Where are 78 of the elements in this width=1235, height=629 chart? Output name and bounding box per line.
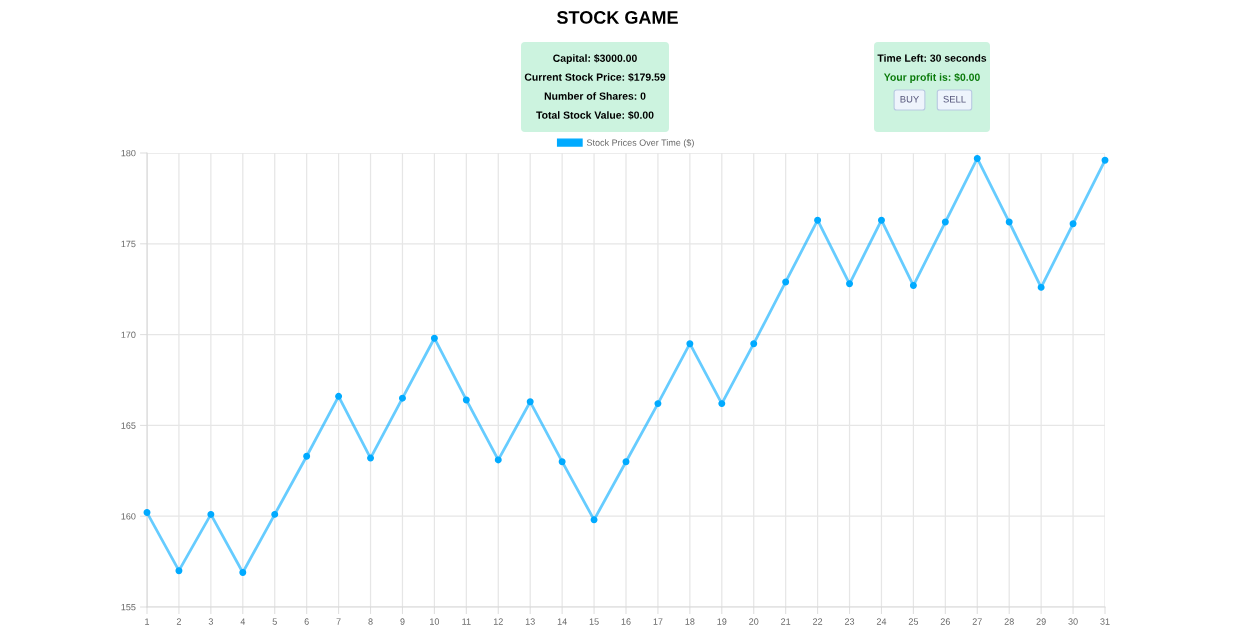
point [814, 216, 822, 224]
x-tick-label: 27 [972, 618, 982, 625]
x-tick-label: 5 [272, 618, 277, 625]
point [1037, 283, 1045, 291]
x-tick-label: 2 [176, 618, 181, 625]
x-tick-label: 10 [430, 618, 440, 625]
y-tick-label: 180 [121, 149, 136, 157]
x-tick-label: 17 [653, 618, 663, 625]
x-tick-label: 20 [749, 618, 759, 625]
text: SELL [943, 95, 966, 103]
legend-label: Stock Prices Over Time ($) [586, 139, 694, 148]
x-tick-label: 23 [844, 618, 855, 625]
point [303, 452, 311, 460]
x-tick-label: 19 [717, 618, 727, 625]
y-tick-label: 155 [121, 604, 136, 611]
x-tick-label: 28 [1004, 618, 1014, 625]
point [909, 282, 917, 290]
y-tick-label: 170 [121, 331, 136, 338]
x-tick-label: 11 [462, 618, 471, 625]
x-tick-label: 4 [240, 618, 246, 625]
point [686, 340, 694, 348]
point [207, 510, 215, 518]
point [335, 392, 343, 400]
y-tick-label: 165 [121, 422, 136, 429]
point [750, 340, 758, 348]
point [973, 154, 981, 162]
point [846, 280, 854, 288]
point [526, 398, 534, 406]
text: BUY [900, 95, 919, 103]
x-tick-label: 1 [145, 618, 150, 625]
point [590, 516, 598, 524]
chart-title: STOCK GAME [556, 11, 678, 24]
point [718, 400, 726, 408]
x-tick-label: 22 [813, 618, 823, 625]
text: Current Stock Price: $179.59 [524, 72, 666, 82]
x-tick-label: 12 [493, 618, 503, 625]
x-tick-label: 15 [589, 618, 599, 625]
text: Number of Shares: 0 [544, 92, 646, 100]
x-tick-label: 25 [908, 618, 919, 625]
point [494, 456, 502, 464]
point [239, 569, 247, 576]
point [430, 334, 438, 342]
x-tick-label: 3 [208, 618, 213, 625]
x-tick-label: 18 [685, 618, 695, 625]
point [398, 394, 406, 402]
y-tick-label: 160 [121, 513, 136, 520]
point [782, 278, 790, 286]
point [941, 218, 949, 226]
point [622, 458, 630, 466]
text: Time Left: 30 seconds [877, 54, 987, 62]
x-tick-label: 6 [304, 618, 309, 625]
x-tick-label: 30 [1068, 618, 1078, 625]
text: Your profit is: $0.00 [883, 73, 980, 83]
point [175, 567, 183, 575]
text: Total Stock Value: $0.00 [536, 110, 654, 120]
x-tick-label: 14 [557, 618, 567, 625]
point [143, 509, 151, 517]
x-tick-label: 16 [621, 618, 631, 625]
point [654, 400, 662, 408]
x-tick-label: 24 [876, 618, 887, 625]
x-tick-label: 9 [400, 618, 405, 625]
x-tick-label: 31 [1100, 618, 1110, 625]
x-tick-label: 29 [1036, 618, 1046, 625]
x-tick-label: 26 [940, 618, 950, 625]
x-tick-label: 8 [368, 618, 373, 625]
x-tick-label: 13 [525, 618, 535, 625]
point [367, 454, 375, 462]
x-tick-label: 7 [336, 618, 341, 625]
point [877, 216, 885, 224]
point [271, 510, 279, 518]
point [1101, 156, 1109, 164]
y-tick-label: 175 [121, 240, 136, 248]
point [558, 458, 566, 466]
x-tick-label: 21 [781, 618, 791, 625]
point [462, 396, 470, 404]
point [1069, 220, 1077, 228]
text: Capital: $3000.00 [553, 54, 637, 64]
point [1005, 218, 1013, 226]
